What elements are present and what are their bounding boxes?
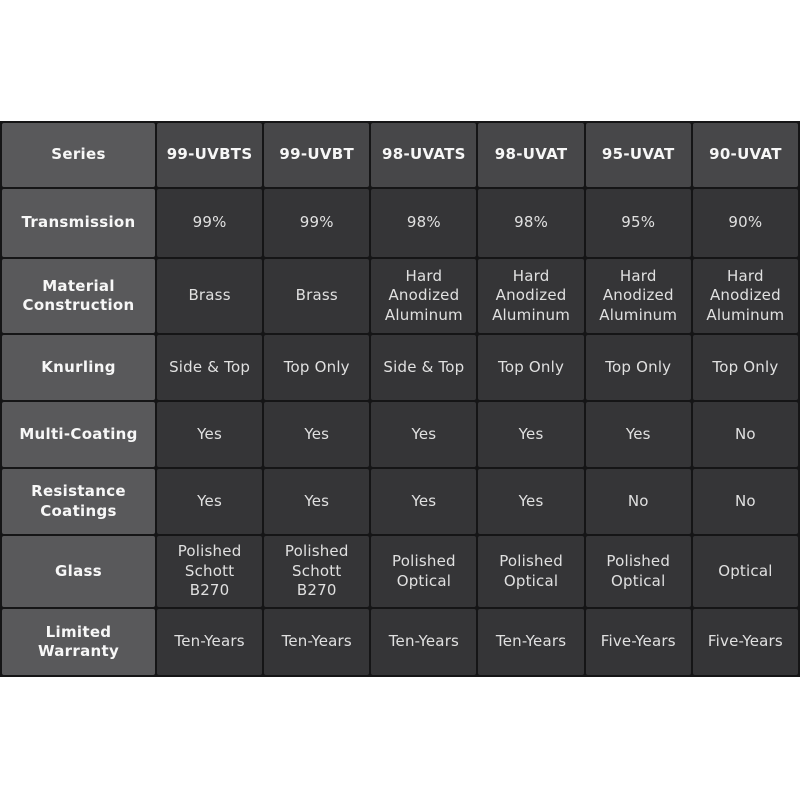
table-cell: Ten-Years	[264, 609, 370, 675]
table-cell: No	[585, 469, 691, 534]
table-cell: Ten-Years	[157, 609, 263, 675]
table-cell: Brass	[264, 259, 370, 333]
table-cell: 95%	[585, 189, 691, 257]
column-header: 99-UVBT	[264, 123, 370, 187]
table-cell: Top Only	[692, 335, 798, 400]
table-cell: Polished Optical	[585, 536, 691, 607]
row-header-material-construction: Material Construction	[2, 259, 155, 333]
table-cell: Yes	[264, 469, 370, 534]
table-cell: Yes	[371, 402, 477, 467]
column-header: 90-UVAT	[692, 123, 798, 187]
table-cell: Brass	[157, 259, 263, 333]
table-cell: Yes	[264, 402, 370, 467]
column-header: 99-UVBTS	[157, 123, 263, 187]
table-cell: Top Only	[478, 335, 584, 400]
table-cell: Hard Anodized Aluminum	[371, 259, 477, 333]
table-cell: Top Only	[264, 335, 370, 400]
table-cell: Hard Anodized Aluminum	[585, 259, 691, 333]
table-cell: Top Only	[585, 335, 691, 400]
table-cell: Five-Years	[692, 609, 798, 675]
row-header-limited-warranty: Limited Warranty	[2, 609, 155, 675]
table-cell: 98%	[371, 189, 477, 257]
table-cell: Side & Top	[371, 335, 477, 400]
table-cell: Yes	[157, 469, 263, 534]
table-cell: Polished Optical	[478, 536, 584, 607]
table-cell: 99%	[157, 189, 263, 257]
table-cell: Yes	[478, 469, 584, 534]
table-cell: Polished Optical	[371, 536, 477, 607]
table-cell: Ten-Years	[371, 609, 477, 675]
row-header-multi-coating: Multi-Coating	[2, 402, 155, 467]
table-cell: Optical	[692, 536, 798, 607]
table-cell: Yes	[585, 402, 691, 467]
table-cell: Five-Years	[585, 609, 691, 675]
table-cell: Ten-Years	[478, 609, 584, 675]
table-cell: Polished Schott B270	[264, 536, 370, 607]
column-header: 98-UVATS	[371, 123, 477, 187]
table-cell: Polished Schott B270	[157, 536, 263, 607]
table-cell: Yes	[371, 469, 477, 534]
table-cell: 99%	[264, 189, 370, 257]
table-cell: Hard Anodized Aluminum	[692, 259, 798, 333]
table-cell: Yes	[157, 402, 263, 467]
table-cell: No	[692, 469, 798, 534]
table-cell: Hard Anodized Aluminum	[478, 259, 584, 333]
table-cell: No	[692, 402, 798, 467]
row-header-series: Series	[2, 123, 155, 187]
row-header-glass: Glass	[2, 536, 155, 607]
table-cell: 90%	[692, 189, 798, 257]
table-cell: Side & Top	[157, 335, 263, 400]
table-cell: 98%	[478, 189, 584, 257]
column-header: 98-UVAT	[478, 123, 584, 187]
row-header-knurling: Knurling	[2, 335, 155, 400]
table-cell: Yes	[478, 402, 584, 467]
row-header-transmission: Transmission	[2, 189, 155, 257]
column-header: 95-UVAT	[585, 123, 691, 187]
row-header-resistance-coatings: Resistance Coatings	[2, 469, 155, 534]
spec-comparison-table: Series 99-UVBTS 99-UVBT 98-UVATS 98-UVAT…	[0, 121, 800, 677]
